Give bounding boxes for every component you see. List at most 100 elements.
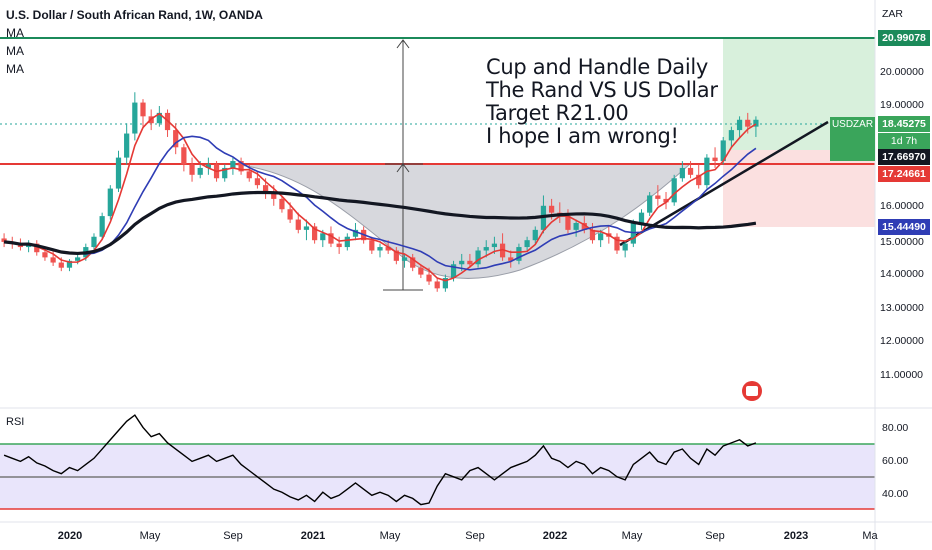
candle xyxy=(34,240,40,256)
ma-label-1[interactable]: MA xyxy=(6,26,24,40)
candle xyxy=(410,253,416,272)
stop-zone xyxy=(723,150,875,227)
time-tick-2020: 2020 xyxy=(57,530,83,542)
price-tick-13: 13.00000 xyxy=(880,302,924,314)
time-tick-2022: 2022 xyxy=(542,530,568,542)
candle xyxy=(442,274,448,292)
candle xyxy=(115,150,122,193)
rsi-tick-60: 60.00 xyxy=(882,455,909,467)
target-price-tag: 20.99078 xyxy=(878,30,930,46)
annotation-line-2: The Rand VS US Dollar xyxy=(486,78,718,102)
candle xyxy=(230,157,236,175)
candle xyxy=(401,253,408,268)
candle xyxy=(663,192,669,210)
price-tick-15: 15.00000 xyxy=(880,236,924,248)
candle xyxy=(377,243,383,258)
candle xyxy=(25,240,32,253)
candle xyxy=(736,116,743,137)
price-tick-19: 19.00000 xyxy=(880,99,924,111)
cup-shape xyxy=(227,163,692,279)
resistance-price-tag: 17.24661 xyxy=(878,166,930,182)
candles-group xyxy=(1,92,759,292)
candle xyxy=(532,226,538,244)
candle xyxy=(393,247,399,265)
rsi-tick-40: 40.00 xyxy=(882,488,909,500)
candle xyxy=(573,219,579,237)
candle xyxy=(467,253,473,268)
candle xyxy=(91,233,97,251)
candle xyxy=(475,247,481,268)
symbol-label: USDZAR xyxy=(831,119,874,130)
price-tick-12: 12.00000 xyxy=(880,335,924,347)
candle xyxy=(671,174,677,206)
time-tick-sep-2020: Sep xyxy=(223,530,243,542)
candle xyxy=(312,222,318,244)
candle xyxy=(181,143,187,172)
time-tick-may-2023: Ma xyxy=(862,530,878,542)
us-flag-icon[interactable] xyxy=(742,381,762,401)
candle xyxy=(655,185,661,206)
candle xyxy=(418,264,424,279)
candle xyxy=(753,116,759,137)
measure-arrow xyxy=(383,39,423,291)
time-tick-may-2022: May xyxy=(621,530,643,542)
time-tick-2021: 2021 xyxy=(300,530,326,542)
candle xyxy=(124,123,130,165)
stop-price-tag: 17.66970 xyxy=(878,149,930,165)
candle xyxy=(647,192,653,217)
candle xyxy=(279,195,285,213)
candle xyxy=(205,157,212,175)
time-tick-sep-2021: Sep xyxy=(465,530,485,542)
support-price-tag: 15.44490 xyxy=(878,219,930,235)
ma-label-3[interactable]: MA xyxy=(6,62,24,76)
candle xyxy=(508,250,514,268)
candle xyxy=(140,99,146,127)
time-tick-sep-2022: Sep xyxy=(705,530,725,542)
candle xyxy=(598,229,604,248)
ma-mid-line xyxy=(4,135,757,271)
candle xyxy=(344,233,350,251)
symbol-badge[interactable]: USDZAR xyxy=(830,117,875,161)
time-tick-may-2021: May xyxy=(379,530,401,542)
ma-slow-line xyxy=(3,190,757,256)
ma-label-2[interactable]: MA xyxy=(6,44,24,58)
candle xyxy=(638,209,645,230)
candle xyxy=(614,233,620,254)
candle xyxy=(712,147,718,168)
candle xyxy=(66,259,73,272)
chart-annotation: Cup and Handle Daily The Rand VS US Doll… xyxy=(486,56,718,148)
candle xyxy=(622,240,628,258)
moving-averages xyxy=(3,112,757,282)
candle xyxy=(516,243,522,265)
time-tick-may-2020: May xyxy=(139,530,161,542)
candle xyxy=(238,157,244,175)
candle xyxy=(189,157,195,182)
currency-label: ZAR xyxy=(882,8,903,20)
candle xyxy=(589,222,596,244)
price-tick-14: 14.00000 xyxy=(880,268,924,280)
candle xyxy=(687,161,694,179)
price-tick-16: 16.00000 xyxy=(880,200,924,212)
candle xyxy=(156,106,162,127)
rsi-label[interactable]: RSI xyxy=(6,416,25,428)
candle xyxy=(132,92,138,141)
candle xyxy=(499,233,506,261)
candle xyxy=(99,212,105,241)
rsi-tick-80: 80.00 xyxy=(882,422,909,434)
candle xyxy=(1,233,7,248)
current-price-tag: 18.45275 xyxy=(878,116,930,132)
candle xyxy=(222,164,228,182)
candle xyxy=(295,212,301,234)
candle xyxy=(434,278,440,292)
price-tick-11: 11.00000 xyxy=(880,369,924,381)
annotation-line-3: Target R21.00 xyxy=(486,101,629,125)
candle xyxy=(728,126,735,148)
candle xyxy=(679,161,685,182)
time-tick-2023: 2023 xyxy=(783,530,809,542)
rsi-line xyxy=(3,414,757,506)
candle xyxy=(483,240,489,258)
chart-title: U.S. Dollar / South African Rand, 1W, OA… xyxy=(6,8,263,22)
candle xyxy=(524,236,530,251)
price-tick-20: 20.00000 xyxy=(880,66,924,78)
